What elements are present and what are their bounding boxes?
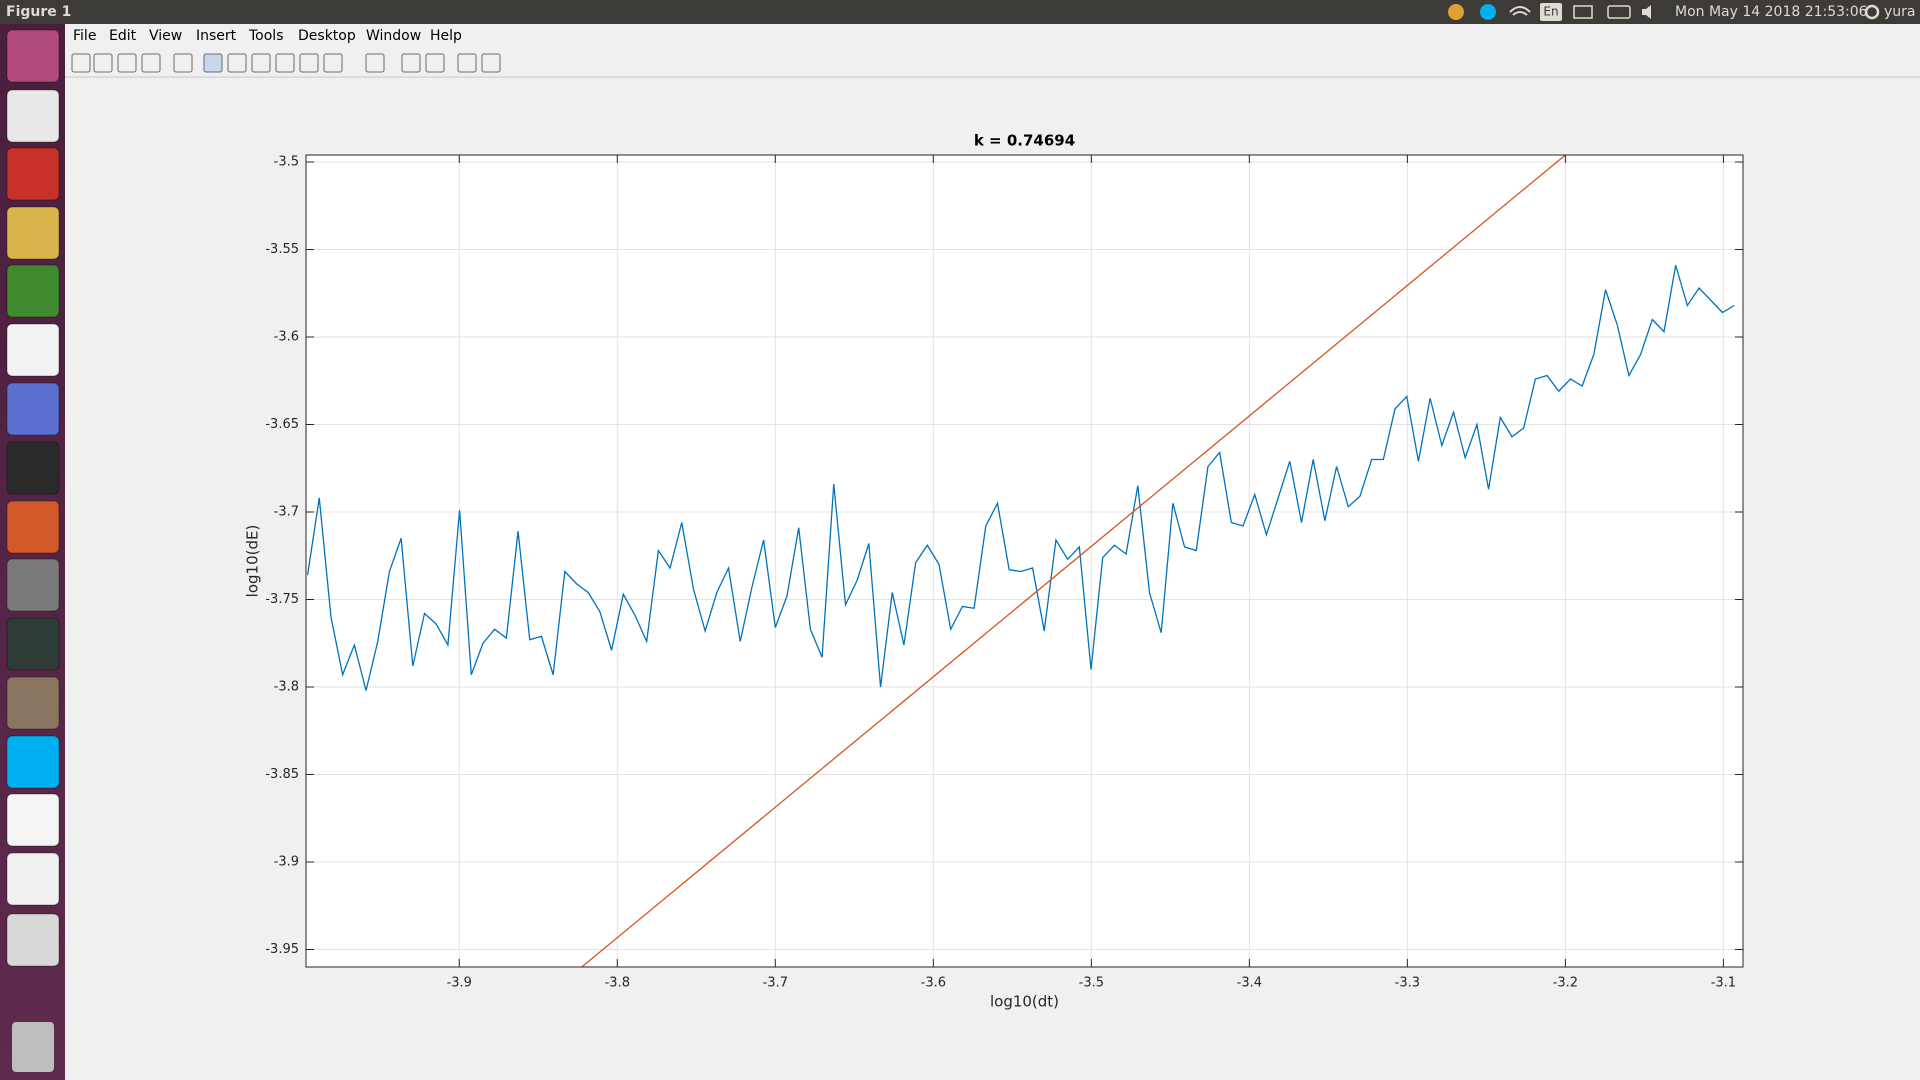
axes-box [305,154,1744,968]
menu-item[interactable]: View [149,28,182,44]
toolbar-button[interactable] [117,53,137,73]
x-tick-label: -3.8 [605,976,630,991]
launcher-icon[interactable] [6,323,60,377]
skype-indicator[interactable] [1480,4,1496,20]
y-tick-label: -3.9 [274,855,299,870]
launcher-icon[interactable] [6,676,60,730]
launcher-icon[interactable] [6,852,60,906]
chart-title: k = 0.74694 [974,132,1075,150]
toolbar-button[interactable] [401,53,421,73]
mail-indicator[interactable] [1573,5,1593,19]
launcher-icon[interactable] [6,264,60,318]
toolbar [65,48,1920,77]
wifi-indicator[interactable] [1509,6,1531,16]
launcher-icon[interactable] [6,735,60,789]
y-tick-label: -3.55 [265,242,299,257]
toolbar-button[interactable] [299,53,319,73]
menu-item[interactable]: Window [366,28,421,44]
y-tick-label: -3.6 [274,330,299,345]
toolbar-button[interactable] [173,53,193,73]
x-tick-label: -3.6 [921,976,946,991]
keyboard-indicator[interactable] [1540,3,1562,21]
menu-item[interactable]: Insert [196,28,237,44]
clock[interactable]: Mon May 14 2018 21:53:06 [1675,4,1868,20]
settings-indicator[interactable] [1864,4,1880,20]
toolbar-button[interactable] [141,53,161,73]
launcher-icon[interactable] [6,913,60,967]
launcher-icon[interactable] [6,382,60,436]
launcher-icon[interactable] [6,89,60,143]
toolbar-button[interactable] [275,53,295,73]
menu-item[interactable]: File [73,28,96,44]
menu-item[interactable]: Tools [248,28,284,44]
toolbar-button[interactable] [323,53,343,73]
menu-bar [65,24,1920,48]
volume-indicator[interactable] [1642,5,1651,19]
toolbar-button[interactable] [457,53,477,73]
toolbar-button[interactable] [425,53,445,73]
toolbar-button[interactable] [93,53,113,73]
toolbar-button[interactable] [71,53,91,73]
menu-item[interactable]: Help [430,28,462,44]
x-tick-label: -3.2 [1553,976,1578,991]
toolbar-button[interactable] [203,53,223,73]
y-axis-label: log10(dE) [244,525,262,598]
keyboard-label: En [1543,5,1558,19]
y-tick-label: -3.7 [274,505,299,520]
axes-background [306,155,1743,967]
x-axis-label: log10(dt) [990,993,1059,1011]
x-tick-label: -3.7 [763,976,788,991]
y-tick-label: -3.95 [265,942,299,957]
toolbar-button[interactable] [251,53,271,73]
launcher-icon[interactable] [6,558,60,612]
top-panel [0,0,1920,24]
x-tick-label: -3.9 [447,976,472,991]
y-tick-label: -3.5 [274,155,299,170]
menu-item[interactable]: Desktop [298,28,356,44]
launcher-icon[interactable] [6,617,60,671]
user-name[interactable]: yura [1884,4,1916,20]
window-title: Figure 1 [6,4,71,20]
y-tick-label: -3.85 [265,767,299,782]
data-line [581,155,1566,967]
x-tick-label: -3.5 [1079,976,1104,991]
y-tick-label: -3.65 [265,417,299,432]
x-tick-label: -3.1 [1711,976,1736,991]
toolbar-button[interactable] [365,53,385,73]
x-tick-label: -3.4 [1237,976,1262,991]
x-tick-label: -3.3 [1395,976,1420,991]
launcher-icon[interactable] [6,29,60,83]
trash-icon[interactable] [12,1022,54,1072]
launcher-icon[interactable] [6,147,60,201]
launcher-icon[interactable] [6,500,60,554]
launcher-icon[interactable] [6,206,60,260]
chrome-indicator[interactable] [1448,4,1464,20]
battery-indicator[interactable] [1607,5,1631,19]
y-tick-label: -3.8 [274,680,299,695]
launcher-icon[interactable] [6,793,60,847]
menu-item[interactable]: Edit [109,28,137,44]
launcher-icon[interactable] [6,441,60,495]
y-tick-label: -3.75 [265,592,299,607]
toolbar-button[interactable] [227,53,247,73]
data-line [306,265,1735,691]
toolbar-button[interactable] [481,53,501,73]
